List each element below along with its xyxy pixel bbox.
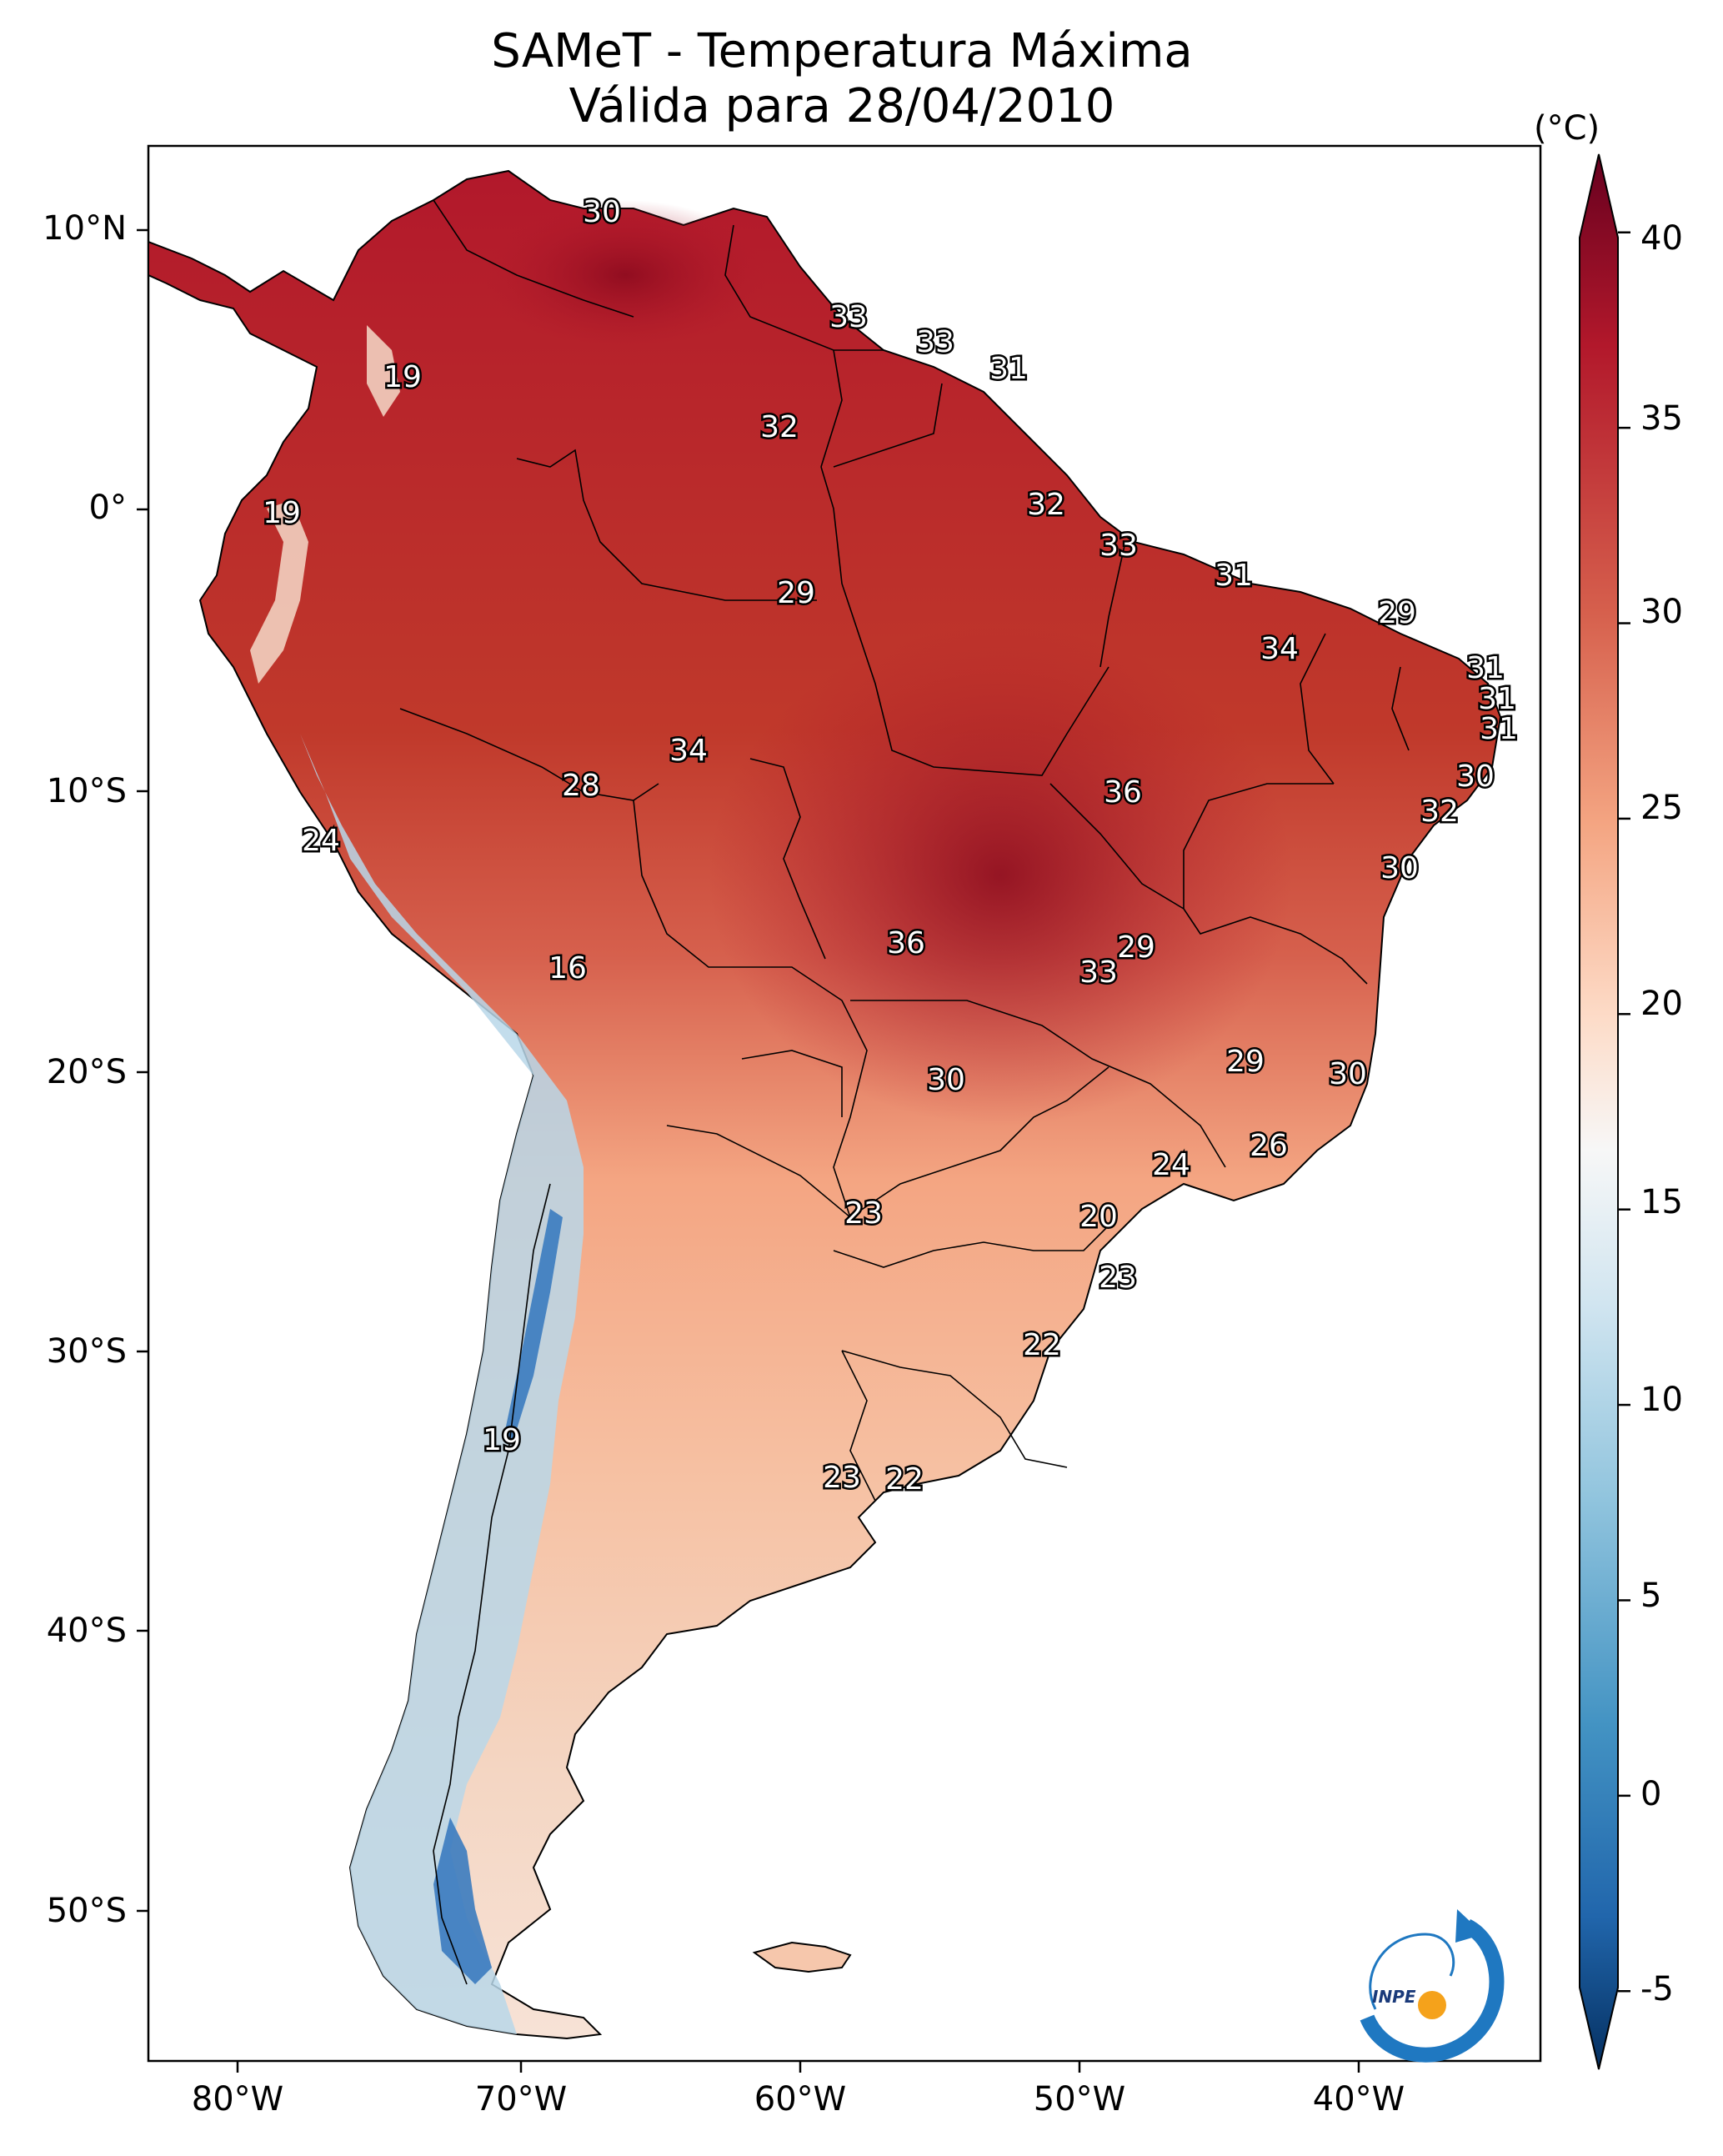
lat-label-10s: 10°S	[46, 772, 127, 810]
contour-label: 33	[916, 325, 954, 359]
lat-label-40s: 40°S	[46, 1612, 127, 1650]
contour-label: 16	[548, 951, 587, 985]
lat-label-30s: 30°S	[46, 1332, 127, 1371]
hot-core-north	[483, 200, 767, 350]
contour-label: 29	[1226, 1045, 1265, 1079]
contour-label: 32	[760, 410, 799, 444]
contour-label: 34	[1260, 632, 1299, 666]
contour-label: 31	[1480, 712, 1518, 746]
contour-label: 32	[1027, 488, 1065, 522]
lat-label-10n: 10°N	[43, 209, 127, 248]
contour-label: 30	[1329, 1057, 1367, 1091]
lat-label-0: 0°	[88, 489, 127, 527]
lon-label-50w: 50°W	[1033, 2080, 1126, 2118]
colorbar-label-5: 5	[1640, 1577, 1662, 1615]
contour-label: 19	[383, 360, 422, 394]
map-title-line-1: SAMeT - Temperatura Máxima	[491, 24, 1193, 78]
contour-label: 32	[1420, 795, 1459, 829]
colorbar-unit: (°C)	[1534, 109, 1600, 148]
contour-label: 30	[1380, 851, 1419, 885]
colorbar-label-40: 40	[1640, 219, 1683, 258]
colorbar-label-10: 10	[1640, 1381, 1683, 1419]
lat-label-20s: 20°S	[46, 1053, 127, 1091]
colorbar-label-15: 15	[1640, 1183, 1683, 1221]
contour-label: 33	[829, 300, 868, 334]
contour-label: 24	[302, 824, 340, 858]
inpe-logo-text: INPE	[1372, 1987, 1416, 2007]
contour-label: 31	[1215, 559, 1253, 593]
contour-label: 22	[885, 1462, 924, 1497]
contour-label: 29	[777, 576, 815, 610]
lon-label-60w: 60°W	[754, 2080, 847, 2118]
colorbar-label-30: 30	[1640, 593, 1683, 631]
colorbar-label-minus5: -5	[1640, 1970, 1674, 2008]
lat-label-50s: 50°S	[46, 1892, 127, 1930]
axis-ticks	[137, 228, 1360, 2073]
northern-andes-cool-region	[250, 325, 400, 684]
contour-label: 19	[483, 1423, 521, 1457]
falkland-islands	[752, 1941, 852, 1973]
contour-label: 31	[1478, 682, 1516, 716]
contour-label: 36	[887, 926, 925, 960]
contour-label: 23	[844, 1196, 883, 1231]
contour-label: 31	[1466, 651, 1505, 685]
map-title-line-2: Válida para 28/04/2010	[568, 79, 1115, 133]
andes-coldest-region	[433, 1209, 563, 1984]
contour-label: 22	[1023, 1328, 1061, 1362]
colorbar-label-35: 35	[1640, 399, 1683, 438]
colorbar	[1579, 153, 1630, 2070]
colorbar-label-25: 25	[1640, 789, 1683, 827]
inpe-logo-icon: INPE	[1360, 1909, 1505, 2063]
contour-label: 30	[583, 195, 621, 229]
contour-label: 33	[1079, 955, 1118, 990]
contour-label: 29	[1117, 930, 1155, 965]
contour-label: 20	[1079, 1200, 1118, 1234]
colorbar-body	[1579, 153, 1619, 2070]
colorbar-label-0: 0	[1640, 1775, 1662, 1813]
contour-label: 23	[1099, 1261, 1137, 1295]
lon-label-40w: 40°W	[1312, 2080, 1405, 2118]
colorbar-ticks	[1618, 231, 1630, 1993]
contour-label: 33	[1099, 529, 1138, 563]
contour-label: 19	[263, 496, 301, 530]
contour-label: 36	[1104, 775, 1142, 810]
contour-label: 29	[1378, 596, 1416, 630]
lon-label-80w: 80°W	[191, 2080, 284, 2118]
contour-label: 31	[989, 352, 1028, 386]
contour-label: 34	[669, 734, 708, 768]
contour-label: 26	[1250, 1129, 1288, 1163]
political-borders	[399, 199, 1410, 1985]
contour-label: 30	[927, 1063, 965, 1097]
lon-label-70w: 70°W	[474, 2080, 568, 2118]
contour-label: 30	[1456, 760, 1495, 794]
hot-core-region	[709, 625, 1292, 1126]
contour-label: 24	[1152, 1148, 1190, 1182]
colorbar-label-20: 20	[1640, 985, 1683, 1023]
contour-label: 23	[823, 1461, 861, 1495]
contour-label: 28	[562, 769, 600, 803]
